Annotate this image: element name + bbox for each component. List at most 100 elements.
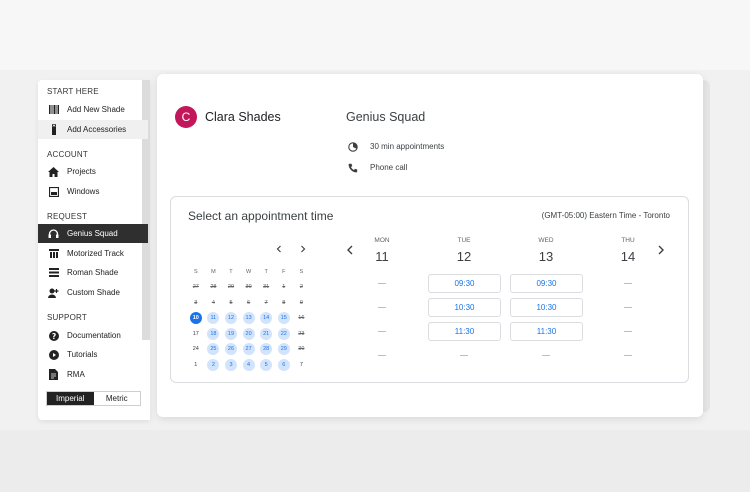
card-edge (700, 80, 710, 412)
section-start-here: START HERE (47, 87, 99, 96)
calendar-day[interactable]: 27 (240, 342, 258, 358)
time-slot-button[interactable]: 11:30 (510, 322, 583, 341)
calendar-day: 8 (282, 299, 286, 306)
calendar-week: 10 11 12 13 14 15 16 (187, 311, 310, 327)
weekday-label: W (245, 268, 252, 275)
time-slot-button[interactable]: 10:30 (510, 298, 583, 317)
calendar-day[interactable]: 25 (205, 342, 223, 358)
empty-slot (378, 283, 386, 284)
sidebar-item-label: Motorized Track (67, 249, 124, 258)
day-number: 13 (538, 249, 554, 264)
person-plus-icon (48, 287, 59, 298)
location-info: Phone call (347, 162, 407, 173)
day-number: 14 (620, 249, 636, 264)
time-slot-button[interactable]: 11:30 (428, 322, 501, 341)
calendar-day: 6 (247, 299, 251, 306)
sidebar-item-label: Projects (67, 167, 96, 176)
event-name: Genius Squad (346, 110, 426, 124)
calendar-day[interactable]: 15 (275, 311, 293, 327)
calendar-day[interactable]: 14 (257, 311, 275, 327)
calendar-day[interactable]: 2 (205, 357, 223, 373)
calendar-day[interactable]: 6 (275, 357, 293, 373)
svg-text:?: ? (51, 331, 55, 340)
duration-text: 30 min appointments (370, 142, 445, 151)
day-column-tue: TUE 12 (428, 237, 500, 265)
imperial-button[interactable]: Imperial (47, 392, 94, 405)
time-slot-button[interactable]: 09:30 (428, 274, 501, 293)
sidebar-item-documentation[interactable]: ? Documentation (38, 326, 148, 345)
calendar-day: 17 (192, 330, 199, 337)
empty-slot (542, 355, 550, 356)
timer-icon (347, 141, 358, 152)
chevron-left-icon (347, 245, 353, 255)
sidebar-item-tutorials[interactable]: Tutorials (38, 345, 148, 364)
chevron-left-icon (276, 245, 281, 253)
avatar: C (175, 106, 197, 128)
calendar-day: 24 (192, 346, 199, 353)
calendar-day[interactable]: 21 (257, 326, 275, 342)
empty-slot (378, 331, 386, 332)
calendar-day: 27 (192, 284, 199, 291)
day-of-week: THU (621, 237, 635, 244)
timezone-selector[interactable]: (GMT-05:00) Eastern Time - Toronto (541, 211, 670, 220)
calendar-day: 30 (298, 346, 305, 353)
sidebar-item-projects[interactable]: Projects (38, 162, 148, 181)
calendar-day[interactable]: 11 (205, 311, 223, 327)
calendar-day[interactable]: 18 (205, 326, 223, 342)
sidebar-item-add-new-shade[interactable]: Add New Shade (38, 100, 148, 119)
chevron-right-icon (301, 245, 306, 253)
prev-month-button[interactable] (276, 245, 282, 256)
headset-icon (48, 228, 59, 239)
sidebar-item-genius-squad[interactable]: Genius Squad (38, 224, 148, 243)
duration-info: 30 min appointments (347, 141, 444, 152)
calendar-day[interactable]: 20 (240, 326, 258, 342)
sidebar-item-rma[interactable]: RMA (38, 365, 148, 384)
calendar-day[interactable]: 12 (222, 311, 240, 327)
calendar-day-selected[interactable]: 10 (187, 311, 205, 327)
time-slot-button[interactable]: 09:30 (510, 274, 583, 293)
calendar-day[interactable]: 22 (275, 326, 293, 342)
metric-button[interactable]: Metric (105, 394, 128, 403)
prev-week-button[interactable] (346, 244, 354, 258)
calendar-day[interactable]: 5 (257, 357, 275, 373)
calendar-day[interactable]: 26 (222, 342, 240, 358)
calendar-day[interactable]: 3 (222, 357, 240, 373)
time-slot-button[interactable]: 10:30 (428, 298, 501, 317)
day-column-mon: MON 11 (346, 237, 418, 265)
sidebar-scrollbar[interactable] (142, 80, 150, 340)
chevron-right-icon (658, 245, 664, 255)
sidebar-item-custom-shade[interactable]: Custom Shade (38, 283, 148, 302)
calendar-week: 27 28 29 30 31 1 2 (187, 280, 310, 296)
calendar-day: 9 (299, 299, 303, 306)
track-icon (48, 248, 59, 259)
calendar-day[interactable]: 29 (275, 342, 293, 358)
calendar-day: 23 (298, 330, 305, 337)
sidebar-item-motorized-track[interactable]: Motorized Track (38, 244, 148, 263)
sidebar-item-label: Tutorials (67, 350, 98, 359)
weekday-label: S (193, 268, 198, 275)
next-month-button[interactable] (300, 245, 306, 256)
remote-icon (48, 124, 59, 135)
day-of-week: TUE (457, 237, 471, 244)
barcode-icon (48, 104, 59, 115)
calendar-day[interactable]: 19 (222, 326, 240, 342)
next-week-button[interactable] (657, 244, 665, 258)
document-icon (48, 369, 59, 380)
window-icon (48, 186, 59, 197)
calendar-day[interactable]: 28 (257, 342, 275, 358)
weekday-header: S M T W T F S (187, 264, 310, 280)
calendar-day[interactable]: 13 (240, 311, 258, 327)
sidebar-item-roman-shade[interactable]: Roman Shade (38, 263, 148, 282)
sidebar-item-windows[interactable]: Windows (38, 182, 148, 201)
section-request: REQUEST (47, 212, 88, 221)
mini-calendar: S M T W T F S 27 28 29 30 31 1 2 3 4 5 6… (187, 264, 310, 373)
empty-slot (378, 307, 386, 308)
calendar-day[interactable]: 4 (240, 357, 258, 373)
calendar-day: 7 (299, 361, 303, 368)
sidebar-item-label: RMA (67, 370, 85, 379)
calendar-day: 30 (245, 284, 252, 291)
day-of-week: MON (374, 237, 390, 244)
weekday-label: T (229, 268, 233, 275)
section-account: ACCOUNT (47, 150, 88, 159)
sidebar-item-add-accessories[interactable]: Add Accessories (38, 120, 148, 139)
